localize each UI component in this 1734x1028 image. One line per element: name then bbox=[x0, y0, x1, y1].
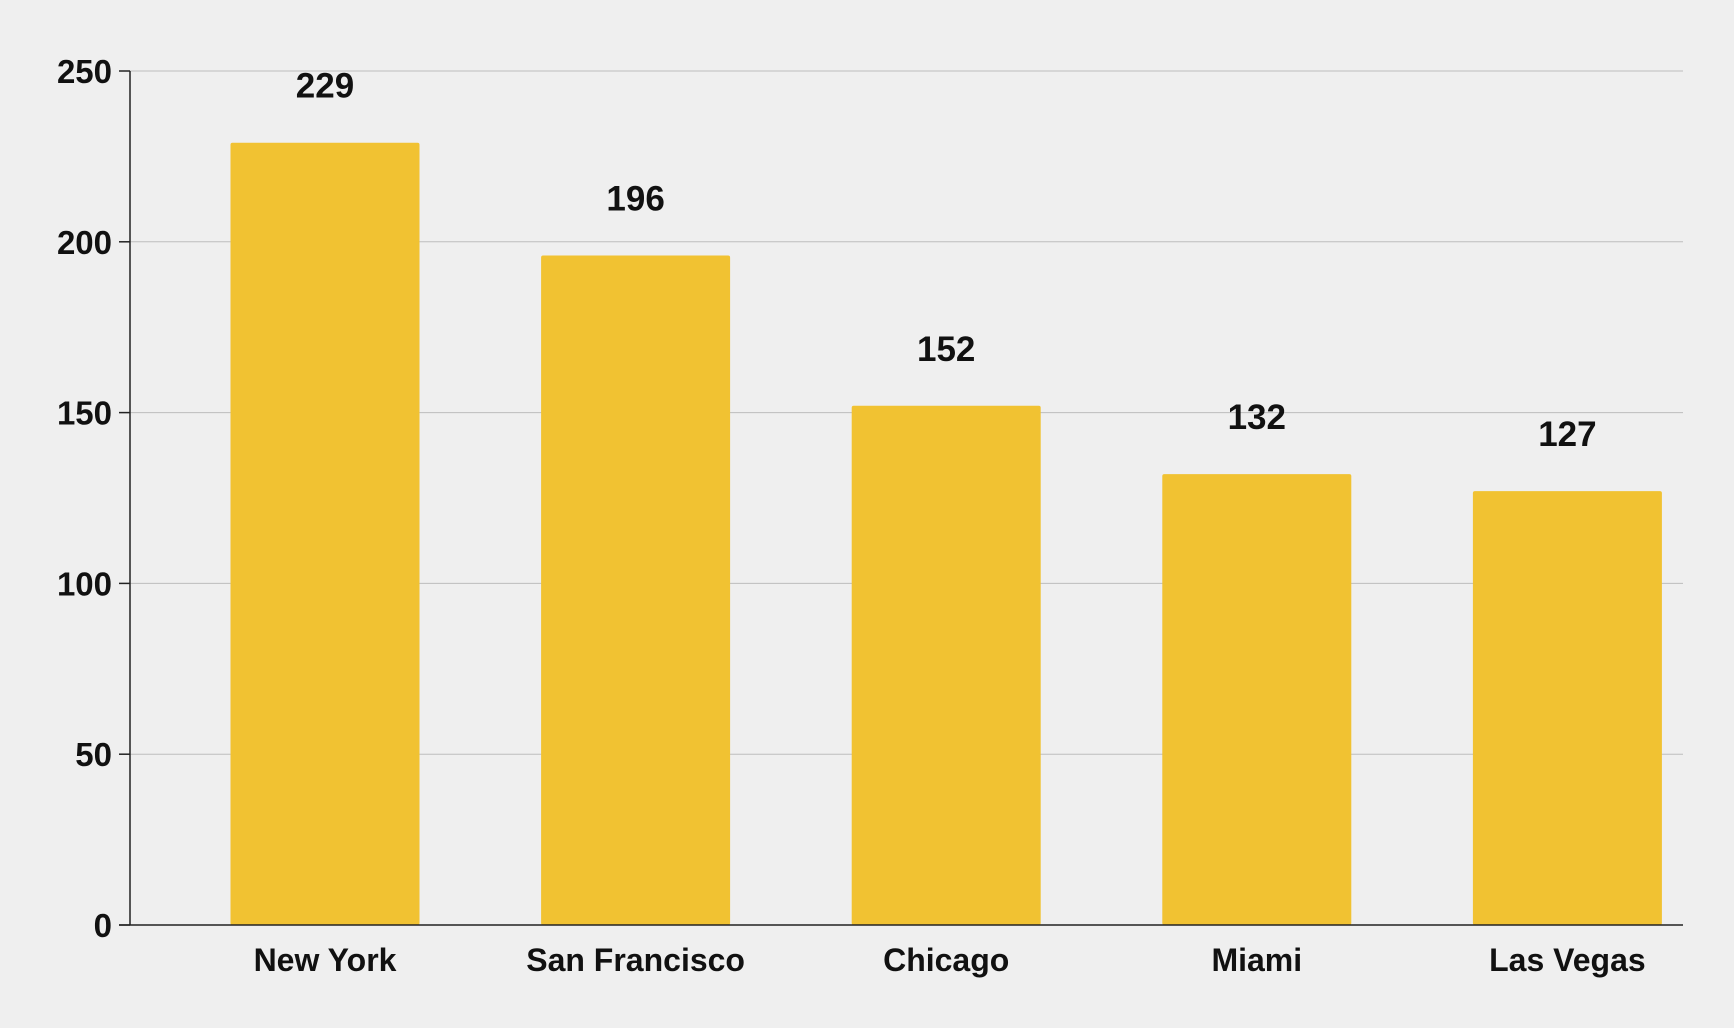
category-label-new-york: New York bbox=[254, 942, 397, 978]
y-tick-label-50: 50 bbox=[75, 736, 112, 773]
bar-new-york bbox=[230, 142, 420, 926]
data-label-las-vegas: 127 bbox=[1538, 415, 1596, 454]
category-label-san-francisco: San Francisco bbox=[526, 942, 745, 978]
bar-las-vegas bbox=[1472, 491, 1662, 925]
y-tick-label-200: 200 bbox=[57, 224, 112, 261]
bars bbox=[230, 142, 1662, 926]
bar-miami bbox=[1162, 474, 1352, 925]
category-label-las-vegas: Las Vegas bbox=[1489, 942, 1646, 978]
bar-chicago bbox=[851, 405, 1041, 925]
y-tick-label-150: 150 bbox=[57, 395, 112, 432]
axes bbox=[119, 71, 1683, 926]
data-label-san-francisco: 196 bbox=[606, 179, 664, 218]
category-label-miami: Miami bbox=[1211, 942, 1302, 978]
y-axis-ticks: 0 50 100 150 200 250 bbox=[57, 53, 130, 944]
data-label-new-york: 229 bbox=[296, 67, 354, 106]
data-labels: 229 196 152 132 127 bbox=[296, 67, 1597, 454]
category-label-chicago: Chicago bbox=[883, 942, 1009, 978]
x-axis-category-labels: New York San Francisco Chicago Miami Las Veg… bbox=[254, 942, 1646, 978]
data-label-miami: 132 bbox=[1228, 398, 1286, 437]
data-label-chicago: 152 bbox=[917, 330, 975, 369]
y-tick-label-0: 0 bbox=[94, 907, 112, 944]
y-tick-label-100: 100 bbox=[57, 565, 112, 602]
y-tick-label-250: 250 bbox=[57, 53, 112, 90]
bar-san-francisco bbox=[541, 255, 731, 926]
